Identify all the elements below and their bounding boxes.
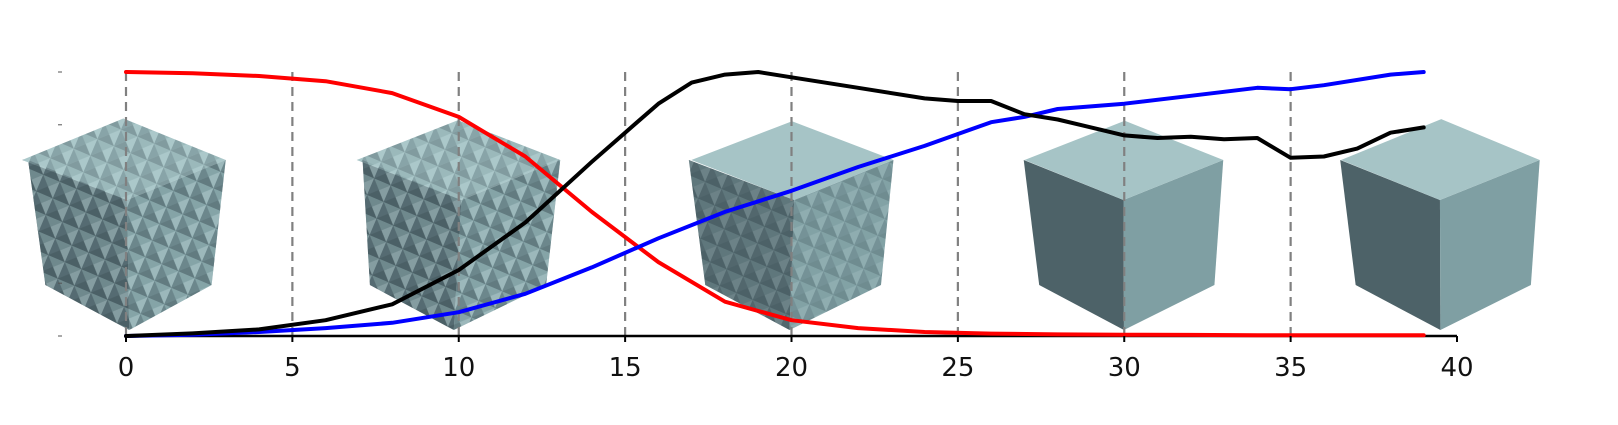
x-tick-label: 5 [284, 353, 301, 383]
x-tick-label: 35 [1274, 353, 1307, 383]
partially-smoothed-cube-icon [688, 121, 894, 330]
x-tick-label: 0 [118, 353, 135, 383]
x-tick-label: 40 [1440, 353, 1473, 383]
x-tick-label: 30 [1108, 353, 1141, 383]
series-lines [124, 70, 1426, 338]
x-tick-label: 15 [609, 353, 642, 383]
smoothed-cube-icon [1023, 120, 1224, 330]
rough-mesh-cube-icon [22, 118, 226, 330]
smooth-cube-icon [1340, 119, 1540, 330]
series-line-2 [124, 70, 1426, 338]
x-tick-labels: 0 5 10 15 20 25 30 35 40 [118, 336, 1474, 383]
x-tick-label: 20 [775, 353, 808, 383]
rough-mesh-cube-icon [356, 120, 561, 330]
x-tick-label: 25 [941, 353, 974, 383]
mesh-icons [22, 118, 1540, 330]
series-line-3 [124, 70, 1426, 338]
x-tick-label: 10 [442, 353, 475, 383]
series-line-1 [124, 70, 1426, 338]
